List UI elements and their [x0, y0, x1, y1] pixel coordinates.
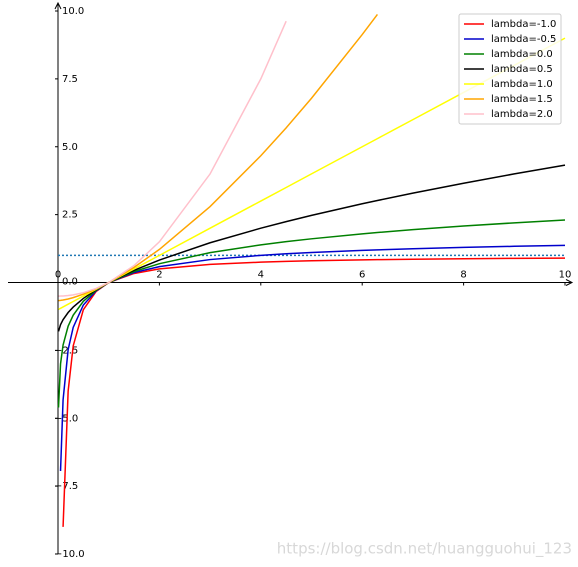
legend-label: lambda=2.0: [491, 109, 553, 120]
series-line: [58, 13, 379, 302]
y-tick-label: 7.5: [62, 74, 78, 85]
legend-label: lambda=1.5: [491, 94, 553, 105]
x-tick-label: 10: [559, 270, 572, 281]
y-tick-label: 5.0: [62, 142, 78, 153]
legend-label: lambda=-1.0: [491, 19, 556, 30]
series-line: [59, 244, 566, 472]
y-tick-label: −5.0: [54, 413, 78, 424]
x-tick-label: 6: [359, 270, 365, 281]
y-tick-label: −10.0: [54, 549, 85, 560]
axis-arrow: [54, 1, 62, 10]
legend-label: lambda=-0.5: [491, 34, 556, 45]
x-tick-label: 8: [460, 270, 466, 281]
series-line: [58, 37, 566, 311]
plot-area: [57, 13, 566, 527]
y-tick-label: 10.0: [62, 6, 84, 17]
series-line: [58, 20, 287, 297]
watermark: https://blog.csdn.net/huangguohui_123: [277, 540, 572, 559]
axis-arrow: [565, 279, 574, 286]
y-tick-label: −7.5: [54, 481, 78, 492]
legend-label: lambda=1.0: [491, 79, 553, 90]
legend-label: lambda=0.5: [491, 64, 553, 75]
y-tick-label: −2.5: [54, 345, 78, 356]
y-tick-label: 0.0: [62, 277, 78, 288]
series-line: [57, 164, 566, 332]
legend-label: lambda=0.0: [491, 49, 553, 60]
x-tick-label: 2: [156, 270, 162, 281]
legend-box: [458, 13, 562, 125]
y-tick-label: 2.5: [62, 210, 78, 221]
series-line: [57, 219, 566, 408]
x-tick-label: 0: [55, 270, 61, 281]
x-tick-label: 4: [258, 270, 264, 281]
series-line: [62, 257, 566, 527]
